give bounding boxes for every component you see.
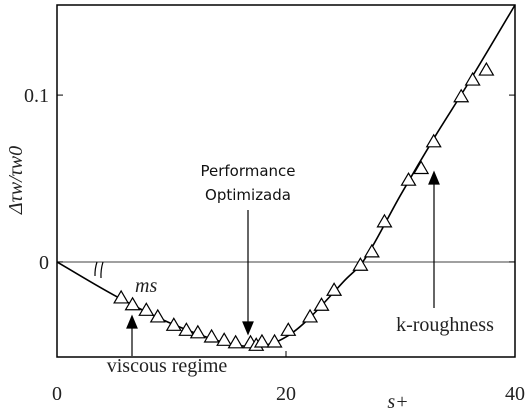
triangle-marker	[266, 333, 283, 348]
angle-mark	[94, 261, 104, 279]
triangle-marker	[113, 289, 130, 304]
triangle-marker	[464, 71, 481, 86]
triangle-marker	[425, 133, 442, 148]
arrows	[126, 170, 440, 356]
triangle-marker	[400, 171, 417, 186]
y-tick-label: 0.1	[24, 85, 49, 107]
triangle-marker	[326, 282, 343, 296]
annotation: ms	[135, 275, 157, 297]
triangle-marker	[376, 213, 393, 228]
triangle-marker	[189, 324, 206, 339]
annotation: Performance	[200, 162, 295, 180]
triangle-marker	[302, 308, 319, 323]
triangle-marker	[253, 333, 270, 348]
triangle-marker	[165, 317, 182, 331]
annotation: Optimizada	[205, 186, 291, 204]
triangle-marker	[149, 308, 166, 323]
triangle-marker	[363, 243, 380, 258]
annotation: viscous regime	[107, 355, 228, 377]
annotation: k-roughness	[396, 314, 494, 336]
triangle-marker	[124, 296, 141, 311]
x-tick-label: 0	[52, 383, 62, 405]
triangle-marker	[280, 322, 297, 336]
triangle-marker	[216, 332, 233, 346]
x-tick-label: 20	[276, 383, 296, 405]
x-axis-label: s+	[387, 391, 408, 412]
triangle-marker	[313, 297, 330, 311]
triangle-marker	[478, 61, 495, 76]
triangle-marker	[352, 257, 369, 271]
triangle-marker	[453, 88, 470, 103]
triangle-marker	[138, 302, 155, 316]
plot-frame	[56, 4, 516, 358]
triangle-marker	[203, 328, 220, 343]
triangle-marker	[227, 334, 244, 349]
y-tick-label: 0	[39, 252, 49, 274]
x-tick-label: 40	[505, 383, 525, 405]
triangle-marker	[413, 160, 430, 175]
y-axis-label: Δτw/τw0	[5, 146, 27, 215]
triangle-marker	[178, 322, 195, 336]
